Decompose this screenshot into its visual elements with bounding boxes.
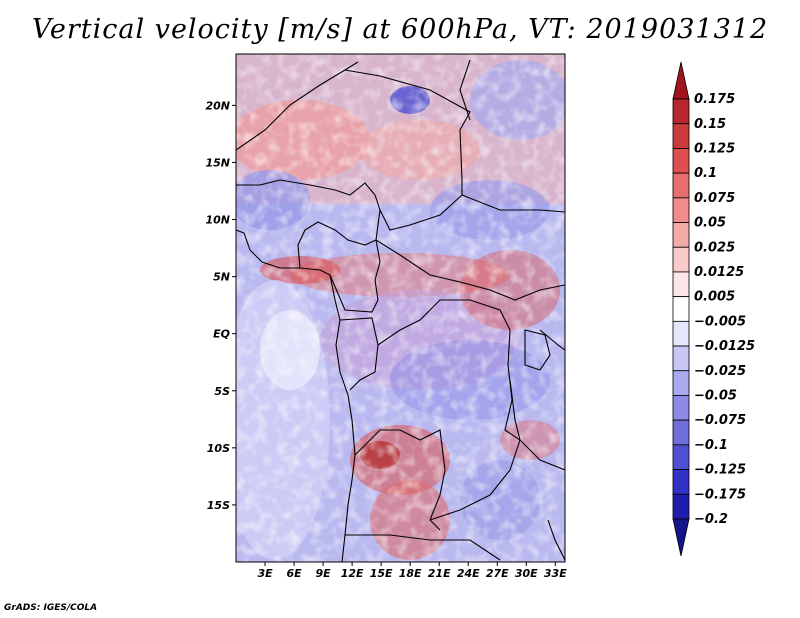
colorbar-label: −0.1 [694, 438, 728, 453]
colorbar-swatch [672, 370, 690, 396]
colorbar-swatch [672, 98, 690, 125]
lat-tick-label: 10S [207, 442, 230, 455]
colorbar-label: −0.025 [694, 364, 746, 379]
colorbar-label: −0.005 [694, 314, 746, 329]
colorbar-label: 0.025 [694, 240, 735, 255]
lon-tick-label: 33E [544, 567, 567, 580]
colorbar-swatch [672, 123, 690, 149]
colorbar-label: 0.125 [694, 141, 735, 156]
colorbar-label: 0.0125 [694, 265, 744, 280]
lat-tick-label: 15S [207, 499, 230, 512]
map-frame [235, 53, 566, 563]
lon-tick-label: 9E [316, 567, 332, 580]
colorbar-swatch [672, 419, 690, 446]
colorbar-swatch [672, 61, 690, 100]
colorbar-swatch [672, 493, 690, 520]
lat-tick-label: EQ [213, 328, 230, 341]
colorbar-label: −0.175 [694, 487, 746, 502]
longitude-axis: 3E 6E 9E 12E 15E 18E 21E 24E 27E 30E 33E [257, 562, 567, 580]
lat-tick-label: 15N [205, 156, 230, 169]
colorbar-label: 0.175 [694, 92, 735, 107]
country-borders [236, 59, 565, 562]
plot-title: Vertical velocity [m/s] at 600hPa, VT: 2… [31, 14, 769, 45]
lon-tick-label: 27E [486, 567, 509, 580]
colorbar-label: 0.005 [694, 290, 735, 305]
colorbar-label: −0.05 [694, 388, 737, 403]
colorbar-swatch [672, 469, 690, 495]
latitude-axis: 20N 15N 10N 5N EQ 5S 10S 15S [205, 99, 236, 512]
colorbar-label: −0.125 [694, 463, 746, 478]
colorbar-swatch [672, 172, 690, 199]
colorbar-swatch [672, 518, 690, 557]
lon-tick-label: 18E [399, 567, 422, 580]
colorbar-swatch [672, 444, 690, 470]
colorbar-swatch [672, 222, 690, 248]
velocity-field [236, 54, 565, 562]
lat-tick-label: 10N [205, 214, 230, 227]
colorbar-swatch [672, 271, 690, 298]
lon-tick-label: 24E [457, 567, 480, 580]
grads-credit: GrADS: IGES/COLA [4, 603, 98, 613]
colorbar-swatch [672, 320, 690, 347]
colorbar-label: −0.075 [694, 413, 746, 428]
colorbar-label: 0.05 [694, 216, 726, 231]
colorbar: 0.175 0.15 0.125 0.1 0.075 0.05 0.025 0.0125 0.0… [672, 61, 755, 557]
lon-tick-label: 6E [286, 567, 302, 580]
lon-tick-label: 21E [428, 567, 451, 580]
lat-tick-label: 20N [205, 99, 230, 112]
lon-tick-label: 15E [370, 567, 393, 580]
colorbar-swatch [672, 197, 690, 223]
lat-tick-label: 5S [214, 385, 230, 398]
colorbar-label: −0.0125 [694, 339, 755, 354]
lat-tick-label: 5N [213, 271, 230, 284]
lon-tick-label: 30E [515, 567, 538, 580]
colorbar-swatch [672, 148, 690, 174]
lon-tick-label: 12E [341, 567, 364, 580]
colorbar-label: 0.075 [694, 191, 735, 206]
lon-tick-label: 3E [257, 567, 273, 580]
colorbar-swatch [672, 246, 690, 273]
colorbar-swatch [672, 345, 690, 372]
colorbar-label: −0.2 [694, 512, 728, 527]
colorbar-swatch [672, 296, 690, 322]
colorbar-swatch [672, 395, 690, 421]
colorbar-label: 0.1 [694, 166, 717, 181]
colorbar-label: 0.15 [694, 117, 726, 132]
